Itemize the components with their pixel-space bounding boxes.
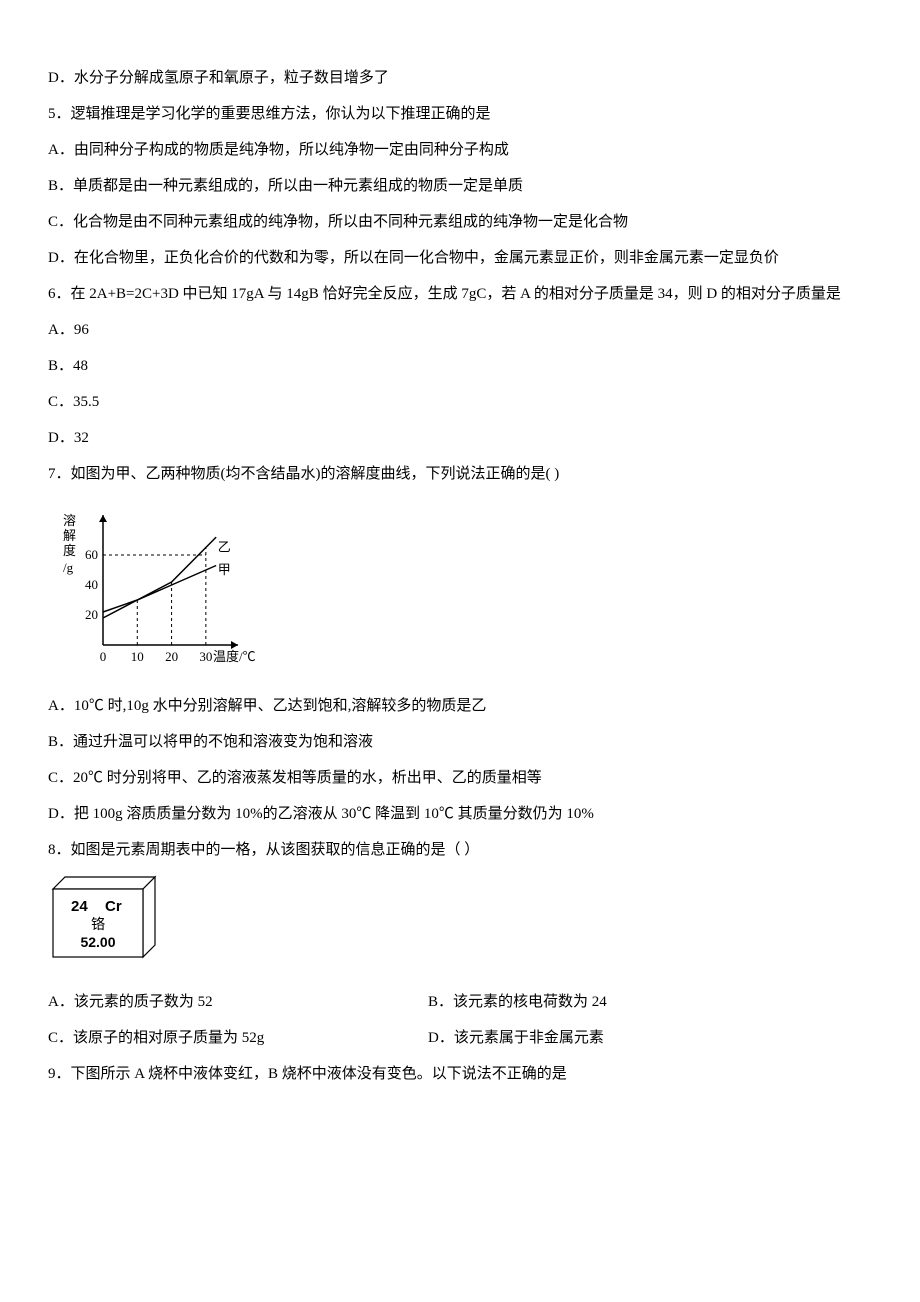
q6-option-d: D．32 <box>48 420 872 456</box>
svg-text:溶: 溶 <box>63 513 76 528</box>
q4-option-d: D．水分子分解成氢原子和氧原子，粒子数目增多了 <box>48 60 872 96</box>
q7-option-c: C．20℃ 时分别将甲、乙的溶液蒸发相等质量的水，析出甲、乙的质量相等 <box>48 760 872 796</box>
svg-text:度: 度 <box>63 543 76 558</box>
svg-text:Cr: Cr <box>105 898 122 915</box>
periodic-element-cell: 24 Cr铬52.00 <box>48 874 872 978</box>
q6-option-b: B．48 <box>48 348 872 384</box>
q8-option-b: B．该元素的核电荷数为 24 <box>428 984 607 1020</box>
svg-text:铬: 铬 <box>91 917 105 933</box>
q7-option-a: A．10℃ 时,10g 水中分别溶解甲、乙达到饱和,溶解较多的物质是乙 <box>48 688 872 724</box>
q7-option-d: D．把 100g 溶质质量分数为 10%的乙溶液从 30℃ 降温到 10℃ 其质… <box>48 796 872 832</box>
q5-stem: 5．逻辑推理是学习化学的重要思维方法，你认为以下推理正确的是 <box>48 96 872 132</box>
q5-option-b: B．单质都是由一种元素组成的，所以由一种元素组成的物质一定是单质 <box>48 168 872 204</box>
q5-option-c: C．化合物是由不同种元素组成的纯净物，所以由不同种元素组成的纯净物一定是化合物 <box>48 204 872 240</box>
q7-stem: 7．如图为甲、乙两种物质(均不含结晶水)的溶解度曲线，下列说法正确的是( ) <box>48 456 872 492</box>
q6-option-c: C．35.5 <box>48 384 872 420</box>
q6-stem: 6．在 2A+B=2C+3D 中已知 17gA 与 14gB 恰好完全反应，生成… <box>48 276 872 312</box>
q5-option-d: D．在化合物里，正负化合价的代数和为零，所以在同一化合物中，金属元素显正价，则非… <box>48 240 872 276</box>
svg-text:40: 40 <box>85 577 98 592</box>
q8-option-c: C．该原子的相对原子质量为 52g <box>48 1020 388 1056</box>
svg-text:24: 24 <box>71 898 88 915</box>
svg-text:乙: 乙 <box>218 540 231 555</box>
q8-option-a: A．该元素的质子数为 52 <box>48 984 388 1020</box>
svg-text:60: 60 <box>85 547 98 562</box>
svg-text:10: 10 <box>131 649 144 664</box>
q8-stem: 8．如图是元素周期表中的一格，从该图获取的信息正确的是（ ） <box>48 832 872 868</box>
svg-text:30: 30 <box>199 649 212 664</box>
q5-option-a: A．由同种分子构成的物质是纯净物，所以纯净物一定由同种分子构成 <box>48 132 872 168</box>
svg-text:20: 20 <box>85 607 98 622</box>
svg-text:0: 0 <box>100 649 107 664</box>
q7-option-b: B．通过升温可以将甲的不饱和溶液变为饱和溶液 <box>48 724 872 760</box>
solubility-chart: 溶解度/g 20 40 60 0 10 20 30温度/℃ 乙甲 <box>48 500 872 684</box>
svg-text:温度/℃: 温度/℃ <box>213 649 256 664</box>
q8-option-d: D．该元素属于非金属元素 <box>428 1020 604 1056</box>
svg-text:20: 20 <box>165 649 178 664</box>
svg-text:/g: /g <box>63 560 74 575</box>
svg-text:解: 解 <box>63 528 76 543</box>
q9-stem: 9．下图所示 A 烧杯中液体变红，B 烧杯中液体没有变色。以下说法不正确的是 <box>48 1056 872 1092</box>
svg-text:52.00: 52.00 <box>80 934 115 950</box>
svg-text:甲: 甲 <box>218 562 231 577</box>
q6-option-a: A．96 <box>48 312 872 348</box>
